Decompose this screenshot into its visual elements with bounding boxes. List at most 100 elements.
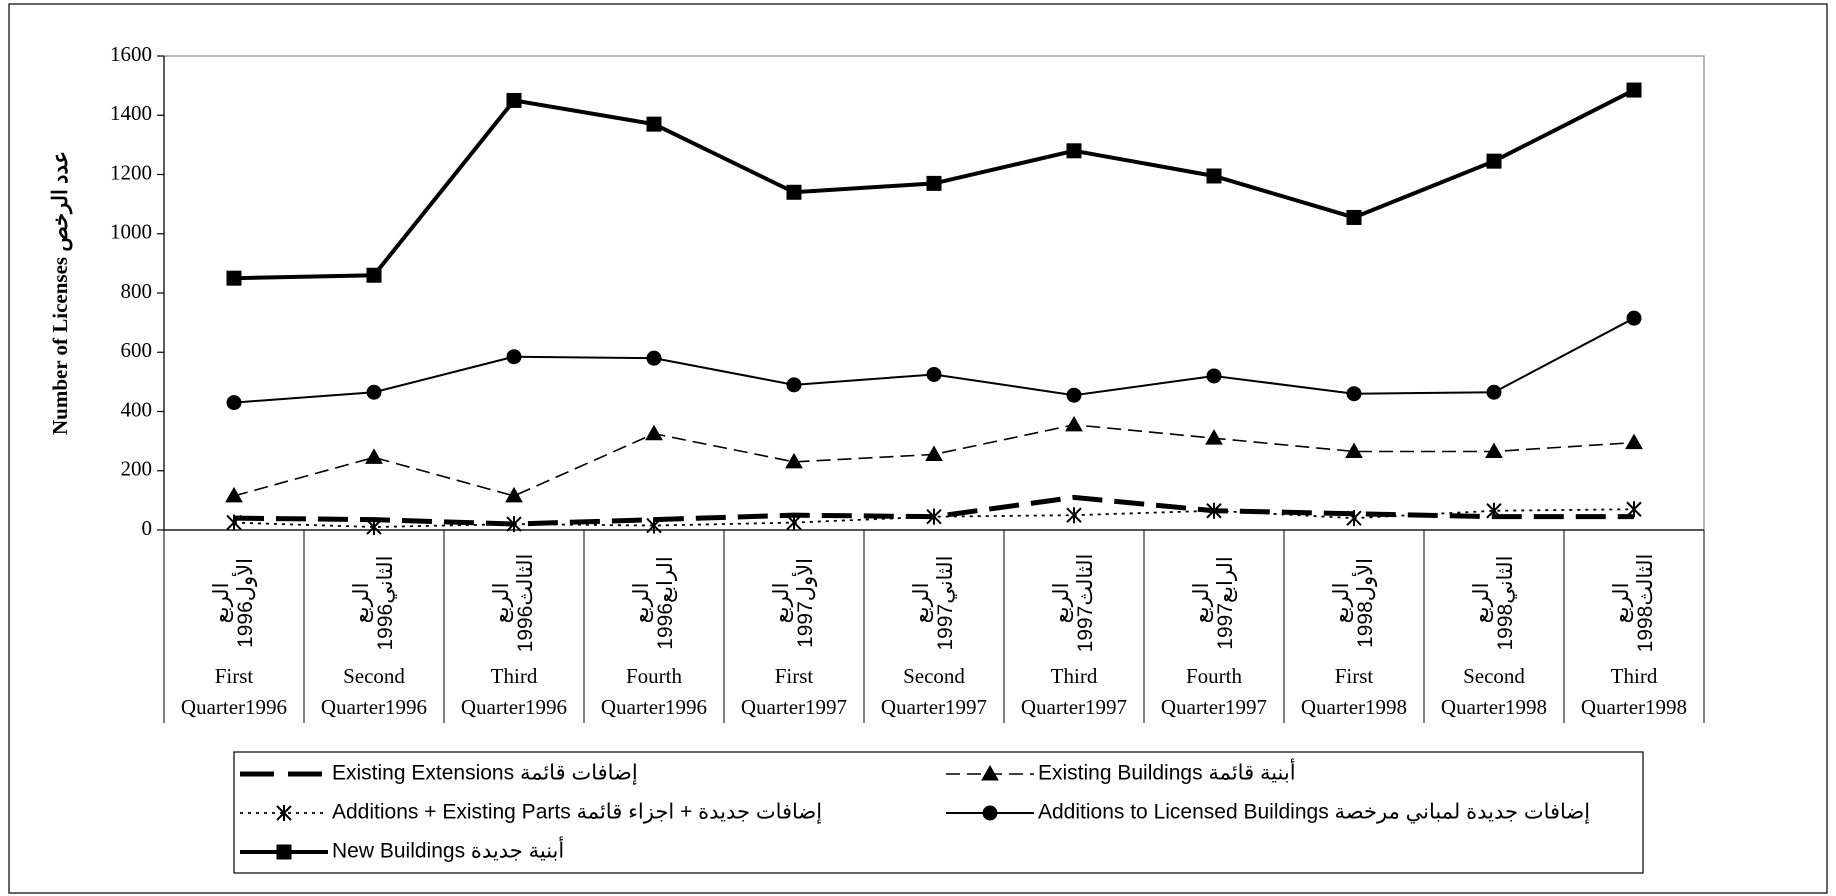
marker bbox=[226, 514, 242, 531]
marker bbox=[1346, 209, 1362, 225]
x-tick-label: First bbox=[775, 664, 814, 688]
marker bbox=[786, 377, 802, 393]
marker bbox=[1066, 387, 1082, 403]
marker bbox=[925, 445, 943, 461]
marker bbox=[1626, 501, 1642, 518]
arabic-category-line: الثالث1998 bbox=[1634, 554, 1657, 653]
marker bbox=[1626, 310, 1642, 326]
arabic-category-label: الربعالرابع1997 bbox=[1190, 556, 1238, 649]
y-tick-label: 600 bbox=[121, 338, 153, 362]
y-axis-label: Number of Licenses عدد الرخص bbox=[48, 151, 73, 435]
arabic-category-line: الربع bbox=[210, 583, 234, 624]
marker bbox=[365, 448, 383, 464]
x-tick-label: Third bbox=[1051, 664, 1098, 688]
x-tick-label: Quarter1998 bbox=[1441, 695, 1547, 719]
x-tick-label: Fourth bbox=[1186, 664, 1243, 688]
arabic-category-line: الثاني1996 bbox=[374, 555, 397, 650]
arabic-category-line: الرابع1997 bbox=[1214, 556, 1238, 649]
legend-marker bbox=[982, 805, 998, 821]
marker bbox=[366, 519, 382, 536]
legend-label: Existing Buildings أبنية قائمة bbox=[1038, 758, 1296, 785]
marker bbox=[506, 516, 522, 533]
marker bbox=[1345, 442, 1363, 458]
legend-marker bbox=[981, 764, 999, 781]
x-tick-label: First bbox=[215, 664, 254, 688]
x-tick-label: Quarter1997 bbox=[1021, 695, 1127, 719]
marker bbox=[1205, 429, 1223, 445]
arabic-category-label: الربعالثاني1998 bbox=[1470, 555, 1517, 650]
marker bbox=[1206, 168, 1222, 184]
marker bbox=[1485, 442, 1503, 458]
marker bbox=[366, 267, 382, 283]
x-tick-label: Quarter1998 bbox=[1301, 695, 1407, 719]
marker bbox=[1066, 507, 1082, 524]
x-tick-label: Second bbox=[903, 664, 965, 688]
y-tick-label: 200 bbox=[121, 457, 153, 481]
marker bbox=[786, 514, 802, 531]
marker bbox=[366, 384, 382, 400]
marker bbox=[1346, 510, 1362, 527]
series-line bbox=[233, 508, 1635, 528]
arabic-category-line: الأول1996 bbox=[231, 558, 258, 648]
arabic-category-label: الربعالرابع1996 bbox=[630, 556, 678, 649]
arabic-category-line: الأول1997 bbox=[791, 558, 818, 648]
arabic-category-line: الربع bbox=[910, 583, 934, 624]
x-tick-label: Quarter1997 bbox=[741, 695, 847, 719]
marker bbox=[1065, 415, 1083, 432]
legend-label: New Buildings أبنية جديدة bbox=[332, 836, 564, 863]
arabic-category-line: الربع bbox=[350, 583, 374, 624]
marker bbox=[1346, 386, 1362, 402]
marker bbox=[1626, 82, 1642, 98]
arabic-category-line: الربع bbox=[770, 583, 794, 624]
y-tick-label: 1400 bbox=[110, 101, 152, 125]
arabic-category-label: الربعالثاني1996 bbox=[350, 555, 397, 650]
arabic-category-line: الثالث1997 bbox=[1074, 554, 1097, 653]
x-tick-label: Quarter1996 bbox=[181, 695, 287, 719]
marker bbox=[226, 270, 242, 286]
arabic-category-line: الربع bbox=[630, 583, 654, 624]
x-tick-label: Second bbox=[1463, 664, 1525, 688]
marker bbox=[926, 508, 942, 525]
y-tick-label: 400 bbox=[121, 397, 153, 421]
arabic-category-line: الثالث1996 bbox=[514, 554, 537, 653]
legend-marker bbox=[276, 805, 292, 821]
marker bbox=[1066, 143, 1082, 159]
marker bbox=[225, 486, 243, 503]
frame bbox=[8, 3, 1828, 894]
y-tick-label: 1000 bbox=[110, 220, 152, 244]
marker bbox=[646, 517, 662, 534]
marker bbox=[1206, 502, 1222, 519]
marker bbox=[506, 92, 522, 108]
x-tick-label: First bbox=[1335, 664, 1374, 688]
arabic-category-line: الرابع1996 bbox=[654, 556, 678, 649]
arabic-category-line: الربع bbox=[1050, 583, 1074, 624]
x-tick-label: Third bbox=[491, 664, 538, 688]
marker bbox=[1486, 384, 1502, 400]
marker bbox=[1486, 153, 1502, 169]
x-tick-label: Quarter1997 bbox=[1161, 695, 1267, 719]
x-tick-label: Quarter1996 bbox=[461, 695, 567, 719]
marker bbox=[226, 395, 242, 411]
marker bbox=[646, 350, 662, 366]
arabic-category-line: الربع bbox=[1330, 583, 1354, 624]
marker bbox=[926, 175, 942, 191]
marker bbox=[1206, 368, 1222, 384]
marker bbox=[1625, 433, 1643, 450]
arabic-category-line: الربع bbox=[490, 583, 514, 624]
x-tick-label: Quarter1997 bbox=[881, 695, 987, 719]
x-tick-label: Quarter1998 bbox=[1581, 695, 1687, 719]
x-tick-label: Second bbox=[343, 664, 405, 688]
arabic-category-label: الربعالثالث1998 bbox=[1610, 554, 1657, 653]
legend-label: Additions + Existing Parts إضافات جديدة … bbox=[332, 801, 822, 825]
legend-label: Additions to Licensed Buildings إضافات ج… bbox=[1038, 801, 1590, 825]
marker bbox=[506, 349, 522, 365]
arabic-category-label: الربعالأول1998 bbox=[1330, 558, 1378, 648]
legend-marker bbox=[276, 844, 292, 860]
arabic-category-line: الربع bbox=[1190, 583, 1214, 624]
x-tick-label: Fourth bbox=[626, 664, 683, 688]
arabic-category-label: الربعالأول1997 bbox=[770, 558, 818, 648]
arabic-category-line: الثاني1997 bbox=[934, 555, 957, 650]
marker bbox=[785, 452, 803, 469]
arabic-category-line: الربع bbox=[1470, 583, 1494, 624]
